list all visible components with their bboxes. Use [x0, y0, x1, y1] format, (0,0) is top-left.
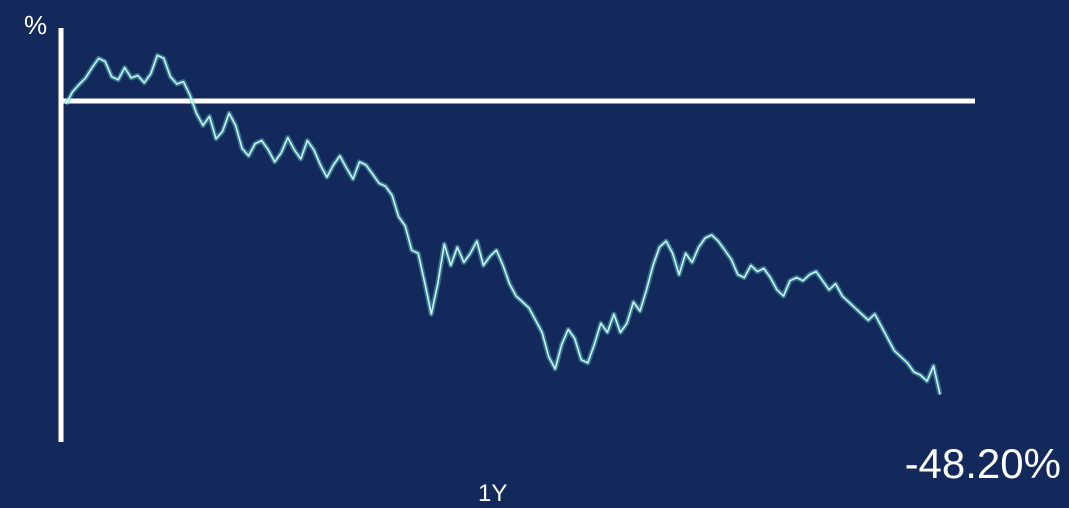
series-line-glow-0 [63, 52, 943, 396]
x-axis-label: 1Y [478, 480, 508, 507]
end-value-label: -48.20% [904, 440, 1061, 487]
chart-series [63, 52, 943, 396]
y-axis-label: % [24, 10, 48, 40]
chart-axes [58, 28, 975, 442]
series-line-0 [65, 54, 941, 395]
